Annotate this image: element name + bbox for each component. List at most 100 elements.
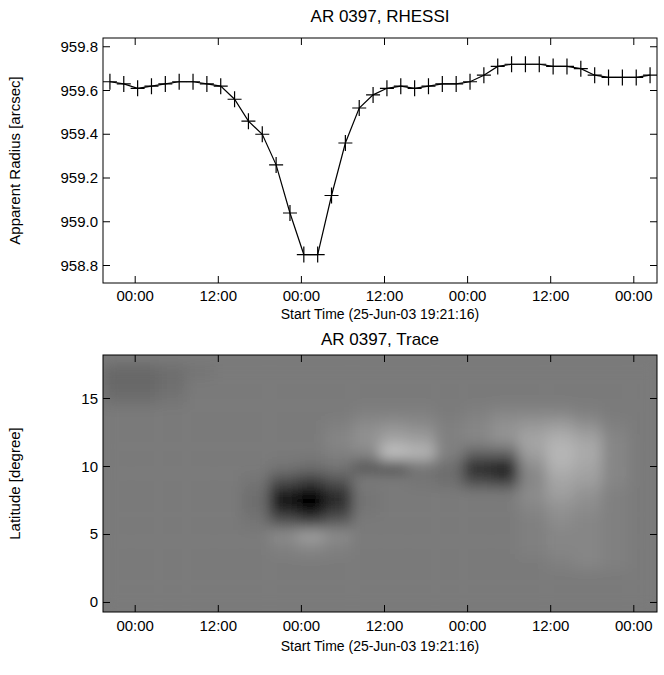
heat-cell [546, 378, 574, 392]
cross-marker [144, 78, 158, 94]
y-tick [103, 265, 657, 266]
heat-cell [491, 433, 519, 447]
heat-cell [269, 582, 297, 596]
heat-cell [158, 419, 186, 433]
heat-cell [131, 460, 159, 474]
y-tick [103, 466, 657, 467]
heat-cell [380, 582, 408, 596]
x-tick [550, 38, 551, 283]
heat-cell [214, 582, 242, 596]
heat-cell [491, 446, 519, 460]
x-tick-label: 00:00 [116, 617, 154, 634]
heat-cell [269, 528, 297, 542]
heat-cell [629, 473, 657, 487]
heat-cell [242, 460, 270, 474]
heat-cell [629, 582, 657, 596]
heat-cell [602, 596, 630, 610]
heat-cell [103, 514, 131, 528]
x-tick-label: 12:00 [366, 617, 404, 634]
heat-cell [325, 487, 353, 501]
cross-marker [158, 76, 172, 92]
heat-cell [408, 514, 436, 528]
heat-cell [325, 555, 353, 569]
heat-cell [629, 433, 657, 447]
heat-cell [242, 514, 270, 528]
heat-cell [103, 446, 131, 460]
heat-cell [297, 433, 325, 447]
heat-cell [352, 514, 380, 528]
cross-marker [449, 76, 463, 92]
heat-cell [435, 446, 463, 460]
heat-cell [408, 446, 436, 460]
heat-cell [214, 446, 242, 460]
heat-cell [380, 378, 408, 392]
heat-cell [297, 392, 325, 406]
heat-cell [602, 433, 630, 447]
heat-cell [131, 473, 159, 487]
heat-cell [463, 446, 491, 460]
x-tick-label: 00:00 [449, 617, 487, 634]
heat-cell [269, 378, 297, 392]
heat-cell [435, 378, 463, 392]
heat-cell [214, 433, 242, 447]
heat-cell [242, 487, 270, 501]
series-line [110, 64, 650, 254]
heat-cell [297, 365, 325, 379]
heat-cell [435, 514, 463, 528]
heat-cell [435, 365, 463, 379]
heat-cell [325, 528, 353, 542]
heat-cell [602, 541, 630, 555]
heat-cell [435, 433, 463, 447]
heat-cell [574, 433, 602, 447]
heat-cell [491, 500, 519, 514]
heat-cell [352, 378, 380, 392]
heat-cell [519, 419, 547, 433]
x-tick-label: 12:00 [366, 287, 404, 304]
heat-cell [574, 555, 602, 569]
heat-cell [408, 473, 436, 487]
heat-cell [463, 392, 491, 406]
heat-cell [158, 446, 186, 460]
heat-cell [352, 419, 380, 433]
heat-cell [131, 378, 159, 392]
heat-cell [546, 365, 574, 379]
heat-cell [463, 473, 491, 487]
heat-cell [380, 568, 408, 582]
heat-cell [408, 528, 436, 542]
heat-cell [297, 514, 325, 528]
heat-cell [380, 405, 408, 419]
heat-cell [158, 378, 186, 392]
x-tick-label: 00:00 [283, 617, 321, 634]
y-axis-title: Apparent Radius [arcsec] [6, 76, 23, 244]
heat-cell [158, 365, 186, 379]
heat-cell [408, 568, 436, 582]
cross-marker [269, 157, 283, 173]
heat-cell [297, 378, 325, 392]
heat-cell [242, 405, 270, 419]
cross-marker [532, 56, 546, 72]
heat-cell [519, 596, 547, 610]
cross-marker [546, 58, 560, 74]
heat-cell [408, 500, 436, 514]
heat-cell [158, 433, 186, 447]
heat-cell [519, 392, 547, 406]
x-tick-label: 12:00 [200, 617, 238, 634]
heat-cell [408, 541, 436, 555]
heat-cell [242, 500, 270, 514]
heat-cell [269, 487, 297, 501]
heat-cell [131, 500, 159, 514]
heat-cell [158, 541, 186, 555]
cross-marker [615, 69, 629, 85]
heat-cell [408, 378, 436, 392]
heat-cell [463, 500, 491, 514]
x-tick-label: 00:00 [615, 287, 653, 304]
chart-title: AR 0397, RHESSI [311, 7, 450, 26]
x-tick-label: 00:00 [449, 287, 487, 304]
cross-marker [325, 188, 339, 204]
heat-cell [629, 568, 657, 582]
heat-cell [546, 473, 574, 487]
heat-cell [352, 433, 380, 447]
x-tick [135, 355, 136, 612]
heat-cell [158, 582, 186, 596]
cross-marker [117, 76, 131, 92]
